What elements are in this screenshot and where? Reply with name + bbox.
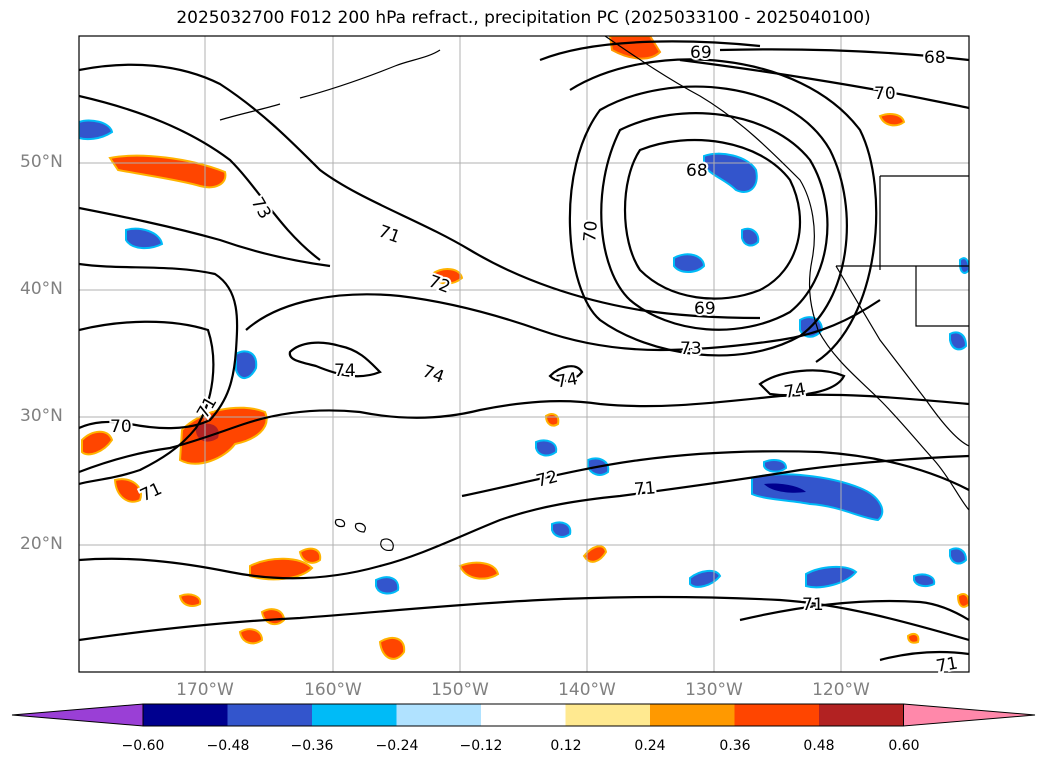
colorbar-swatch [565,704,650,726]
contour-label: 71 [633,478,656,500]
contour-label: 73 [680,339,702,359]
lon-label-150w: 150°W [431,680,489,700]
contour-label: 69 [694,299,716,319]
contour-labels: 69 68 70 73 68 71 70 72 69 73 74 74 74 7… [108,41,961,679]
lon-label-160w: 160°W [304,680,362,700]
colorbar-swatch [481,704,566,726]
colorbar-tick: 0.12 [550,738,582,754]
graticule [79,36,969,672]
colorbar-swatch [734,704,819,726]
colorbar-swatch [143,704,228,726]
colorbar-tick: 0.24 [634,738,666,754]
refractivity-contours [79,40,969,662]
lat-label-40n: 40°N [20,279,63,299]
contour-label: 71 [935,653,960,676]
colorbar-swatch [227,704,312,726]
map-frame [78,35,970,673]
colorbar [11,703,1036,727]
contour-label: 70 [110,417,132,437]
colorbar-tick: −0.36 [290,738,334,754]
colorbar-tick: 0.48 [803,738,835,754]
contour-label: 71 [802,595,824,615]
colorbar-swatch [650,704,735,726]
contour-label: 68 [924,48,946,68]
contour-label: 74 [334,361,356,381]
lat-label-50n: 50°N [20,152,63,172]
colorbar-tick: −0.48 [206,738,250,754]
contour-label: 74 [783,379,808,402]
lon-label-130w: 130°W [685,680,743,700]
colorbar-swatch [312,704,397,726]
colorbar-tick: −0.12 [459,738,503,754]
colorbar-swatch [396,704,481,726]
colorbar-extend-low [11,703,144,727]
colorbar-tick: −0.60 [121,738,165,754]
contour-label: 70 [580,220,602,243]
lat-label-20n: 20°N [20,534,63,554]
contour-label: 74 [555,369,580,392]
lat-label-30n: 30°N [20,406,63,426]
colorbar-tick: 0.36 [719,738,751,754]
colorbar-tick: −0.24 [375,738,419,754]
coastlines [219,36,969,551]
contour-label: 70 [874,84,896,104]
contour-label: 68 [686,161,708,181]
colorbar-tick: 0.60 [888,738,920,754]
contour-label: 69 [690,43,712,63]
colorbar-swatch [819,704,904,726]
lon-label-170w: 170°W [176,680,234,700]
lon-label-140w: 140°W [558,680,616,700]
map-title: 2025032700 F012 200 hPa refract., precip… [176,8,871,28]
lon-label-120w: 120°W [812,680,870,700]
colorbar-frame [142,703,904,727]
colorbar-extend-high [903,703,1036,727]
